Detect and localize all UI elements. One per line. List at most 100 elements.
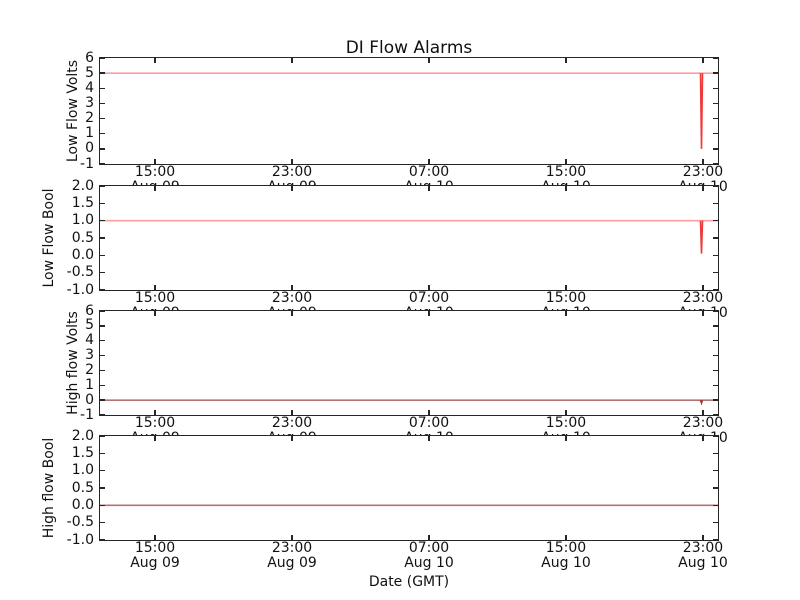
y-tick-mark <box>100 254 105 257</box>
x-tick-date: Aug 09 <box>130 555 180 571</box>
y-tick-mark <box>100 354 105 357</box>
x-tick-mark <box>565 436 567 441</box>
x-tick-date: Aug 10 <box>404 555 454 571</box>
x-tick-time: 07:00 <box>408 415 450 431</box>
y-tick-label: 6 <box>85 302 94 319</box>
y-tick-label: -1 <box>80 155 94 172</box>
y-tick-mark <box>100 163 105 165</box>
x-tick-mark <box>428 410 430 415</box>
y-tick-mark <box>100 399 105 401</box>
y-tick-mark <box>713 117 718 120</box>
x-tick-time: 15:00 <box>134 164 176 180</box>
x-tick-mark <box>702 535 704 540</box>
x-tick-time: 23:00 <box>271 415 313 431</box>
x-tick-mark <box>291 159 293 164</box>
y-tick-mark <box>713 202 718 205</box>
y-tick-mark <box>713 237 718 239</box>
x-tick-mark <box>291 410 293 415</box>
x-tick-mark <box>565 58 567 63</box>
y-tick-label: 2.0 <box>71 427 94 444</box>
x-tick-mark <box>428 535 430 540</box>
x-tick-mark <box>702 311 704 316</box>
y-tick-mark <box>100 487 105 489</box>
x-tick-time: 07:00 <box>408 540 450 556</box>
y-tick-label: 1.5 <box>71 194 94 211</box>
x-tick-mark <box>428 311 430 316</box>
y-tick-mark <box>100 369 105 372</box>
x-tick-mark <box>154 186 156 191</box>
x-tick-time: 15:00 <box>134 415 176 431</box>
x-tick-mark <box>702 159 704 164</box>
y-tick-mark <box>713 87 718 89</box>
y-tick-mark <box>713 185 718 187</box>
y-tick-label: 1 <box>85 125 94 142</box>
x-tick-mark <box>428 186 430 191</box>
y-tick-mark <box>100 87 105 89</box>
y-tick-mark <box>100 469 105 472</box>
x-tick-mark <box>428 58 430 63</box>
x-tick-mark <box>428 285 430 290</box>
y-tick-mark <box>100 539 105 541</box>
y-tick-mark <box>100 414 105 416</box>
plot-line-canvas <box>100 219 718 254</box>
x-tick-mark <box>428 159 430 164</box>
y-tick-label: -0.5 <box>66 514 94 531</box>
x-tick-mark <box>565 159 567 164</box>
y-tick-mark <box>713 289 718 291</box>
plot-line-canvas <box>100 72 718 149</box>
x-tick-mark <box>565 410 567 415</box>
y-tick-mark <box>713 539 718 541</box>
x-tick-time: 23:00 <box>682 290 724 306</box>
x-tick-time: 15:00 <box>134 540 176 556</box>
y-tick-mark <box>100 133 105 135</box>
y-tick-mark <box>713 102 718 105</box>
x-tick-mark <box>291 436 293 441</box>
y-tick-mark <box>713 354 718 357</box>
y-tick-mark <box>713 57 718 59</box>
y-tick-mark <box>100 504 105 507</box>
x-tick-time: 23:00 <box>271 290 313 306</box>
plot-area <box>98 184 719 291</box>
y-tick-label: 0 <box>85 140 94 157</box>
y-tick-label: -1.0 <box>66 531 94 548</box>
x-tick-mark <box>154 285 156 290</box>
y-tick-label: 2 <box>85 110 94 127</box>
y-tick-mark <box>713 469 718 472</box>
y-tick-label: 1.0 <box>71 462 94 479</box>
x-tick-mark <box>291 58 293 63</box>
y-tick-label: 1.0 <box>71 212 94 229</box>
x-tick-time: 15:00 <box>545 164 587 180</box>
x-axis-label: Date (GMT) <box>368 574 450 590</box>
y-tick-mark <box>100 72 105 74</box>
x-tick-mark <box>702 186 704 191</box>
y-tick-mark <box>713 487 718 489</box>
x-tick-mark <box>565 186 567 191</box>
x-tick-mark <box>702 58 704 63</box>
y-tick-label: 4 <box>85 79 94 96</box>
y-tick-mark <box>100 219 105 222</box>
x-tick-mark <box>565 535 567 540</box>
y-tick-mark <box>713 452 718 455</box>
x-tick-mark <box>428 436 430 441</box>
x-tick-mark <box>702 285 704 290</box>
y-tick-mark <box>100 202 105 205</box>
x-tick-mark <box>154 311 156 316</box>
chart-title: DI Flow Alarms <box>345 38 473 58</box>
x-tick-mark <box>154 436 156 441</box>
y-tick-mark <box>100 148 105 150</box>
y-tick-mark <box>713 325 718 327</box>
y-tick-mark <box>713 271 718 274</box>
y-tick-mark <box>713 219 718 222</box>
y-tick-mark <box>100 117 105 120</box>
plot-line-canvas <box>100 504 718 507</box>
y-tick-mark <box>100 102 105 105</box>
y-tick-mark <box>100 340 105 342</box>
subplot-high-flow-bool: High flow Bool 15:00 Aug 09 23:00 Aug 09 07:… <box>41 428 728 571</box>
